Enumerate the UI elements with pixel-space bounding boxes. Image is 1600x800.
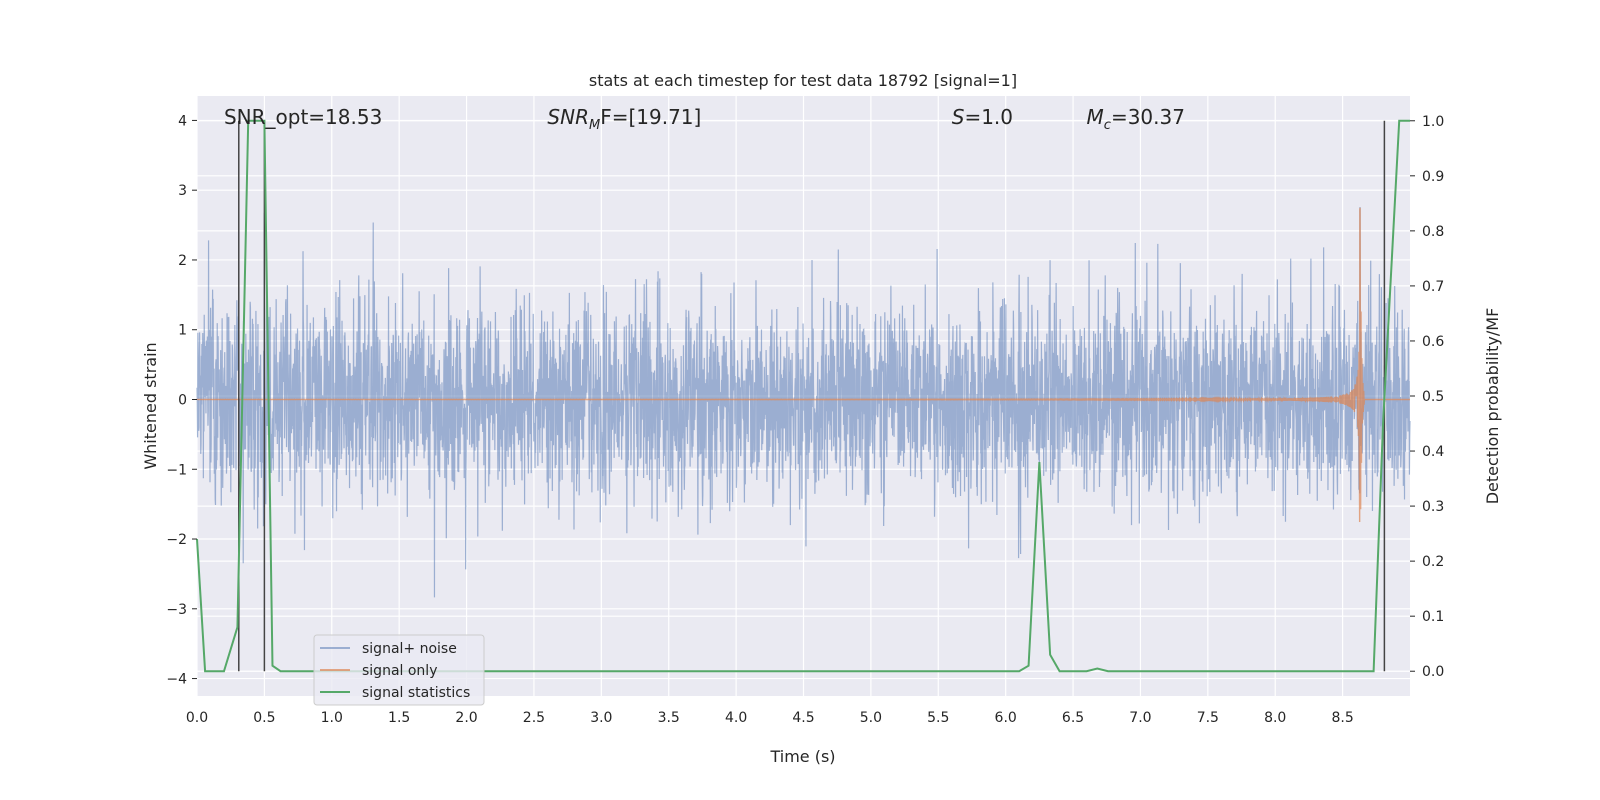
x-tick-label: 2.5: [523, 710, 545, 726]
x-tick-label: 4.5: [792, 710, 814, 726]
annotation-snr-mf: SNRMF=[19.71]: [547, 105, 701, 133]
x-tick-label: 7.0: [1129, 710, 1151, 726]
x-tick-label: 1.5: [388, 710, 410, 726]
y-right-tick-label: 0.7: [1422, 279, 1444, 295]
x-tick-label: 1.0: [321, 710, 343, 726]
x-tick-label: 5.0: [860, 710, 882, 726]
series-line-signal-only: [196, 207, 1410, 523]
x-tick-label: 2.0: [455, 710, 477, 726]
x-tick-label: 8.5: [1331, 710, 1353, 726]
x-tick-label: 7.5: [1197, 710, 1219, 726]
y-left-axis-ticks: 4 3 2 1 0 −1 −2 −3 −4: [166, 113, 197, 688]
y-right-tick-label: 0.6: [1422, 334, 1444, 350]
y-right-axis-title: Detection probability/MF: [1483, 308, 1502, 505]
x-tick-label: 6.0: [995, 710, 1017, 726]
chart-title: stats at each timestep for test data 187…: [589, 71, 1017, 90]
series-signal-only: [196, 207, 1410, 523]
y-left-tick-label: 2: [178, 253, 187, 269]
y-right-tick-label: 0.0: [1422, 664, 1444, 680]
y-right-tick-label: 0.9: [1422, 169, 1444, 185]
legend-label-signal-only: signal only: [362, 663, 437, 679]
x-tick-label: 0.5: [253, 710, 275, 726]
y-left-tick-label: 4: [178, 113, 187, 129]
y-right-tick-label: 1.0: [1422, 114, 1444, 130]
legend-box: [313, 634, 485, 706]
y-right-tick-label: 0.1: [1422, 609, 1444, 625]
y-left-tick-label: 1: [178, 323, 187, 339]
y-left-tick-label: −2: [166, 532, 187, 548]
annotations: SNR_opt=18.53 SNRMF=[19.71] S=1.0 Mc=30.…: [224, 105, 1185, 133]
y-left-tick-label: 3: [178, 183, 187, 199]
y-right-tick-label: 0.5: [1422, 389, 1444, 405]
x-tick-label: 0.0: [186, 710, 208, 726]
legend-label-signal-plus-noise: signal+ noise: [362, 641, 457, 657]
x-tick-label: 3.5: [658, 710, 680, 726]
series-line-signal-plus-noise: [196, 206, 1411, 598]
x-tick-label: 6.5: [1062, 710, 1084, 726]
y-right-tick-label: 0.2: [1422, 554, 1444, 570]
y-left-tick-label: 0: [178, 392, 187, 408]
x-tick-label: 3.0: [590, 710, 612, 726]
legend: signal+ noise signal only signal statist…: [313, 634, 485, 706]
series-signal-plus-noise: [196, 206, 1411, 598]
annotation-s: S=1.0: [952, 105, 1013, 129]
x-tick-label: 5.5: [927, 710, 949, 726]
series-signal-statistics: [196, 119, 1410, 673]
x-axis-ticks: 0.0 0.5 1.0 1.5 2.0 2.5 3.0 3.5 4.0 4.5 5.0 5.5 6.0 6…: [186, 710, 1354, 726]
series-line-signal-statistics: [196, 119, 1410, 673]
x-tick-label: 4.0: [725, 710, 747, 726]
y-right-tick-label: 0.8: [1422, 224, 1444, 240]
legend-label-signal-statistics: signal statistics: [362, 685, 470, 701]
y-left-tick-label: −3: [166, 602, 187, 618]
y-right-tick-label: 0.4: [1422, 444, 1444, 460]
x-tick-label: 8.0: [1264, 710, 1286, 726]
annotation-snr-opt: SNR_opt=18.53: [224, 105, 382, 129]
y-left-tick-label: −1: [166, 462, 187, 478]
x-axis-title: Time (s): [769, 747, 835, 766]
y-right-tick-label: 0.3: [1422, 499, 1444, 515]
annotation-mc: Mc=30.37: [1087, 105, 1185, 133]
y-right-axis-ticks: 1.0 0.9 0.8 0.7 0.6 0.5 0.4 0.3 0.2 0.1 0.0: [1410, 114, 1444, 680]
y-left-tick-label: −4: [166, 672, 187, 688]
y-left-axis-title: Whitened strain: [141, 342, 160, 469]
